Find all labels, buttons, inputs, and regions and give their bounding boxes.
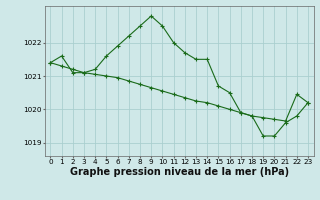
X-axis label: Graphe pression niveau de la mer (hPa): Graphe pression niveau de la mer (hPa)	[70, 167, 289, 177]
